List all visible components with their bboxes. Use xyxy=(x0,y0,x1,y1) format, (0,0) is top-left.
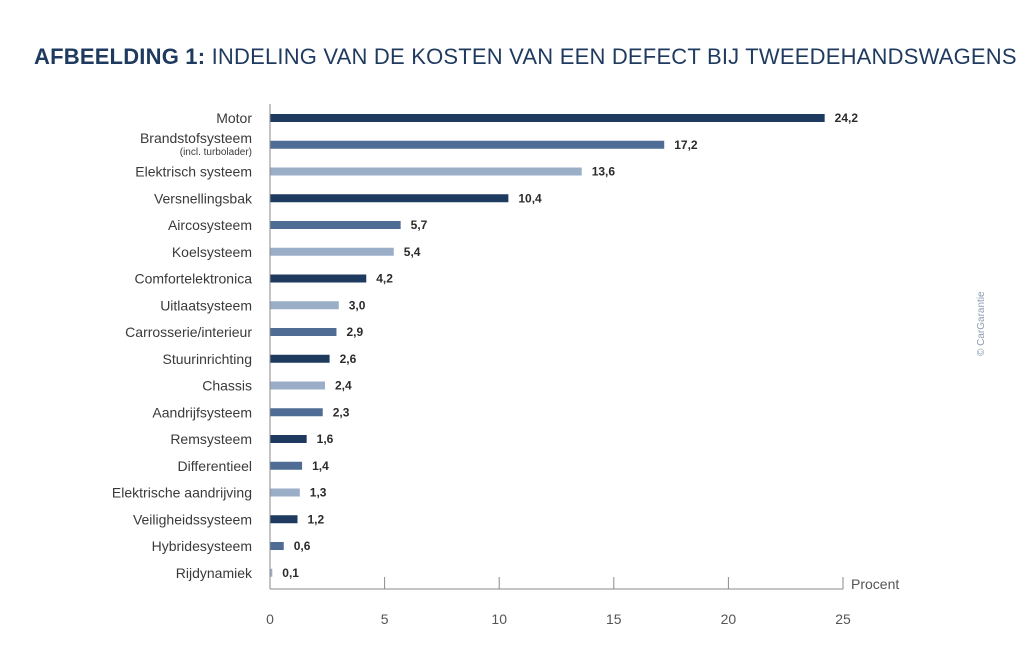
value-label: 5,7 xyxy=(411,218,428,232)
bar xyxy=(270,542,284,550)
bar xyxy=(270,328,337,336)
bar xyxy=(270,408,323,417)
x-tick-label: 15 xyxy=(606,611,622,627)
category-label: Comfortelektronica xyxy=(135,271,253,287)
category-label: Elektrisch systeem xyxy=(135,164,252,180)
bar xyxy=(270,354,330,363)
category-label: Rijdynamiek xyxy=(176,565,253,581)
bar xyxy=(270,515,298,524)
category-label: Brandstofsysteem xyxy=(140,130,252,146)
value-label: 2,4 xyxy=(335,379,352,393)
value-label: 1,6 xyxy=(317,432,334,446)
category-label: Stuurinrichting xyxy=(163,351,253,367)
value-label: 3,0 xyxy=(349,298,366,312)
category-label: Veiligheidssysteem xyxy=(133,511,252,527)
category-label: Koelsysteem xyxy=(172,244,252,260)
value-label: 4,2 xyxy=(376,272,393,286)
bar xyxy=(270,568,273,577)
x-axis: 0 5 10 15 20 25 Procent xyxy=(266,104,899,627)
value-label: 0,1 xyxy=(282,566,299,580)
bar xyxy=(270,221,401,229)
category-label: Aircosysteem xyxy=(168,217,252,233)
category-label: Chassis xyxy=(202,378,252,394)
category-sublabel: (incl. turbolader) xyxy=(180,147,252,158)
value-label: 10,4 xyxy=(518,191,542,205)
bar xyxy=(270,167,582,176)
value-label: 1,3 xyxy=(310,486,327,500)
bar xyxy=(270,140,665,149)
category-label: Remsysteem xyxy=(170,431,252,447)
bar xyxy=(270,247,394,256)
category-label: Aandrijfsysteem xyxy=(152,404,252,420)
value-label: 17,2 xyxy=(674,138,698,152)
value-label: 1,2 xyxy=(308,512,325,526)
category-label: Versnellingsbak xyxy=(154,190,253,206)
category-label: Carrosserie/interieur xyxy=(125,324,252,340)
value-label: 5,4 xyxy=(404,245,421,259)
category-label: Hybridesysteem xyxy=(152,538,252,554)
bar xyxy=(270,488,300,497)
value-label: 13,6 xyxy=(592,165,616,179)
x-tick-label: 5 xyxy=(381,611,389,627)
bar xyxy=(270,114,825,122)
bar xyxy=(270,194,509,203)
value-label: 2,9 xyxy=(346,325,363,339)
bar xyxy=(270,435,307,443)
x-tick-label: 20 xyxy=(721,611,737,627)
chart-title-text: INDELING VAN DE KOSTEN VAN EEN DEFECT BI… xyxy=(211,44,1017,69)
credit-text: © CarGarantie xyxy=(976,291,987,356)
category-label: Elektrische aandrijving xyxy=(112,485,252,501)
chart-title-prefix: AFBEELDING 1: xyxy=(34,44,206,69)
category-label: Motor xyxy=(216,110,252,126)
bars-group: Motor 24,2 Brandstofsysteem(incl. turbolad… xyxy=(112,110,858,581)
category-label: Differentieel xyxy=(178,458,252,474)
value-label: 2,6 xyxy=(340,352,357,366)
bar xyxy=(270,461,303,470)
value-label: 24,2 xyxy=(835,111,859,125)
x-tick-label: 10 xyxy=(491,611,507,627)
x-tick-label: 0 xyxy=(266,611,274,627)
chart-title: AFBEELDING 1: INDELING VAN DE KOSTEN VAN… xyxy=(34,44,1017,70)
bar xyxy=(270,301,339,310)
x-axis-unit-label: Procent xyxy=(851,576,899,592)
bar xyxy=(270,274,367,283)
x-tick-label: 25 xyxy=(835,611,851,627)
value-label: 2,3 xyxy=(333,405,350,419)
value-label: 0,6 xyxy=(294,539,311,553)
category-label: Uitlaatsysteem xyxy=(160,297,252,313)
value-label: 1,4 xyxy=(312,459,329,473)
bar xyxy=(270,381,326,390)
